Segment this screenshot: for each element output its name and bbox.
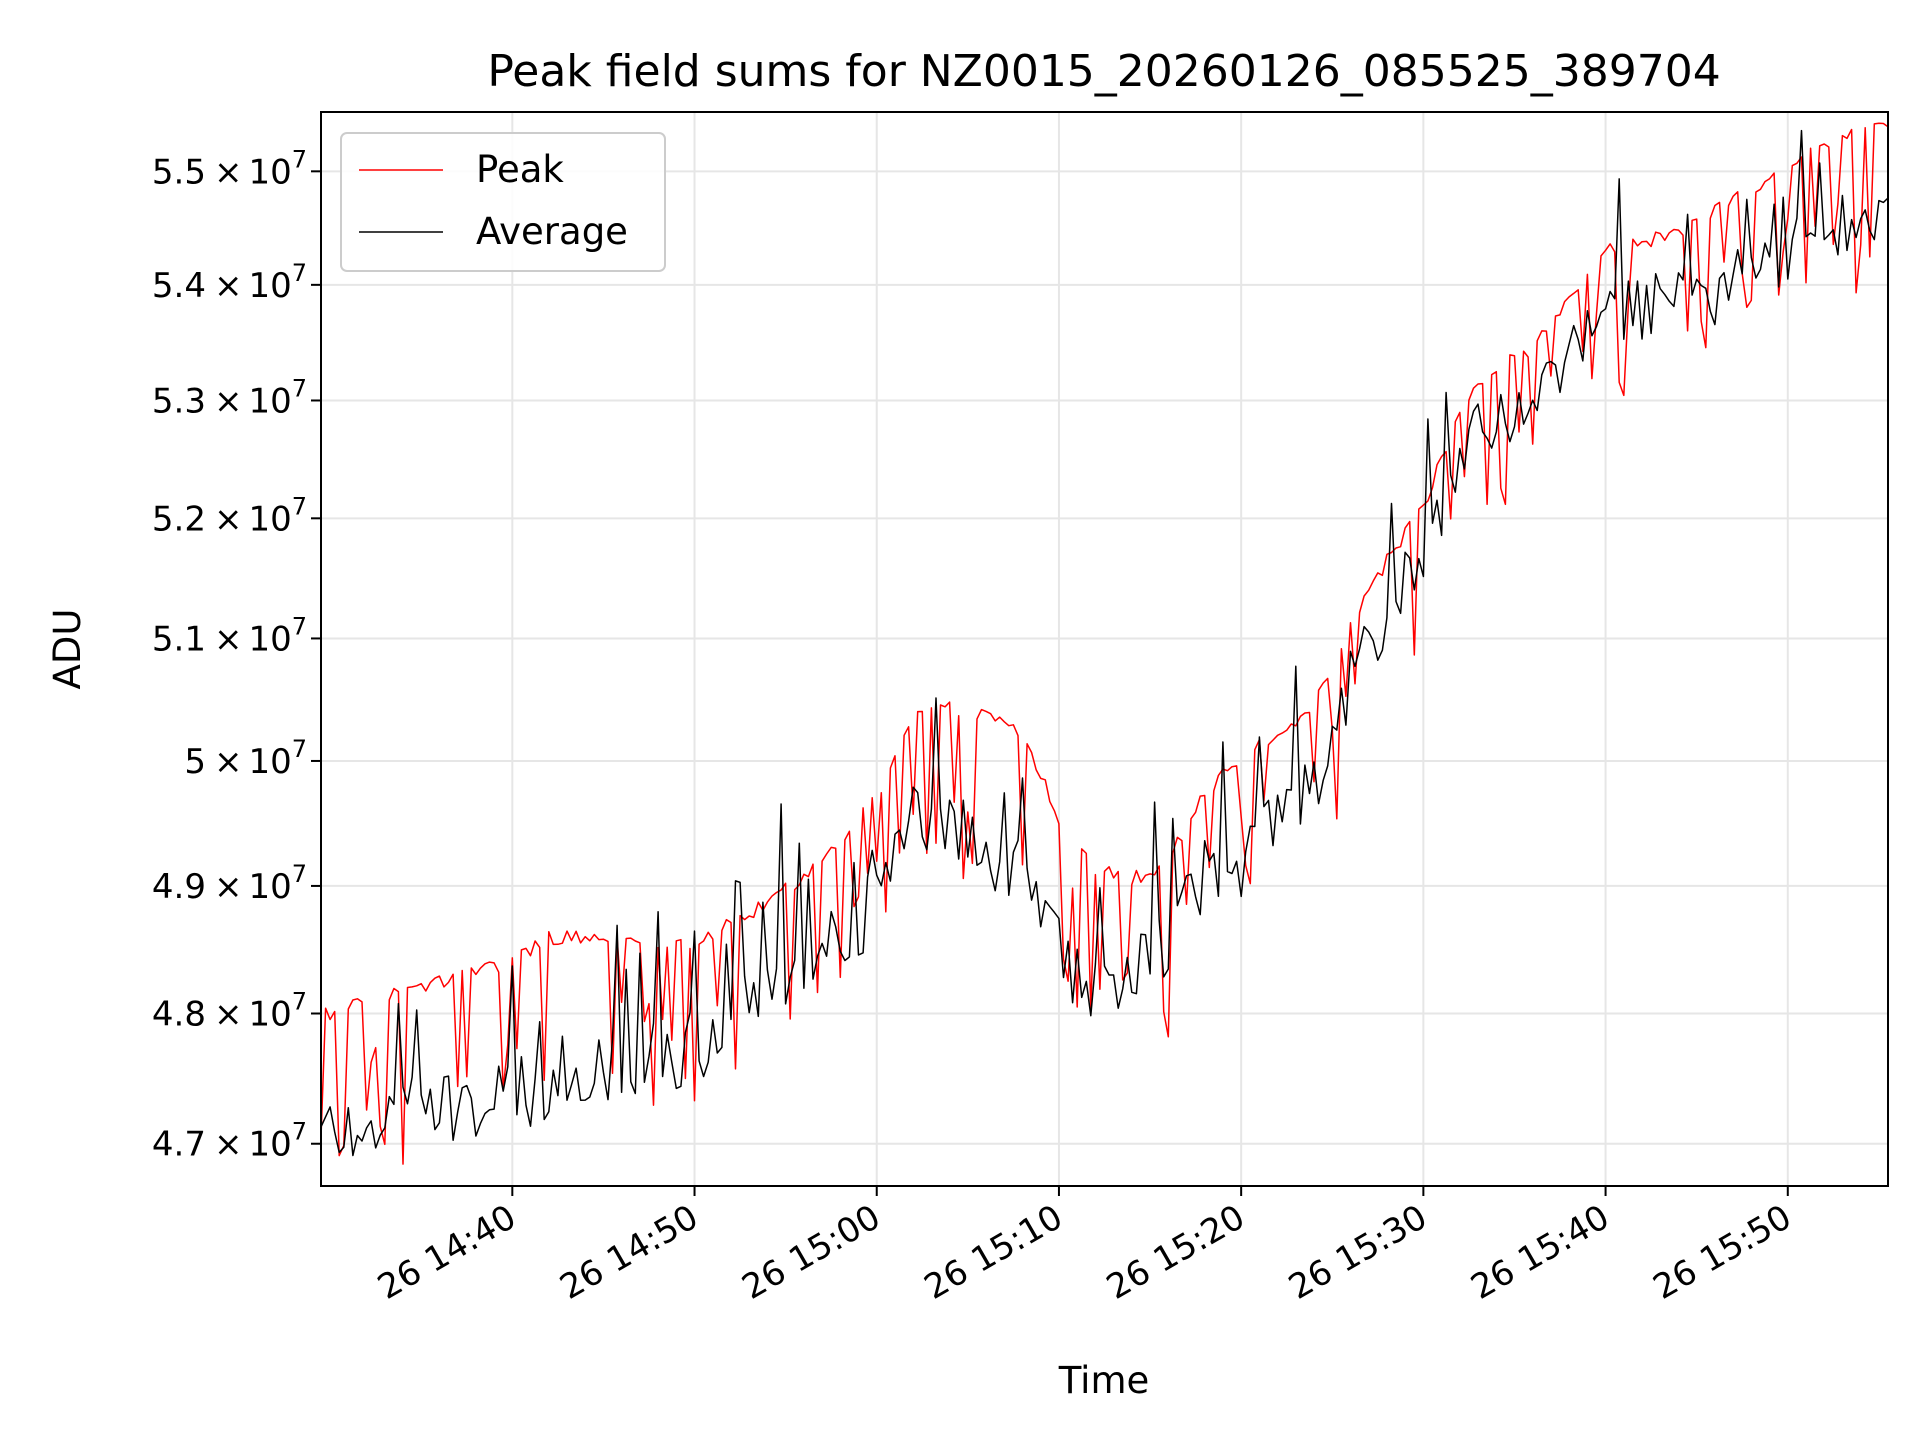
y-tick-base: 10 bbox=[248, 266, 291, 306]
y-tick-base: 10 bbox=[248, 742, 291, 782]
y-tick-mantissa: 5 bbox=[184, 742, 206, 782]
x-axis-label: Time bbox=[1058, 1359, 1150, 1402]
y-tick-exponent: 7 bbox=[292, 612, 307, 640]
y-tick-base: 10 bbox=[248, 619, 291, 659]
y-tick-mantissa: 4.7 bbox=[152, 1125, 206, 1165]
y-tick-exponent: 7 bbox=[292, 492, 307, 520]
y-tick-exponent: 7 bbox=[292, 860, 307, 888]
y-tick-mantissa: 5.3 bbox=[152, 381, 206, 421]
series-lines bbox=[321, 122, 1888, 1165]
y-tick-exponent: 7 bbox=[292, 735, 307, 763]
legend: Peak Average bbox=[340, 132, 666, 272]
y-tick-exponent: 7 bbox=[292, 374, 307, 402]
y-tick-exponent: 7 bbox=[292, 259, 307, 287]
y-tick-base: 10 bbox=[248, 152, 291, 192]
legend-average-label: Average bbox=[476, 210, 628, 253]
y-tick-times: × bbox=[214, 152, 243, 192]
y-tick-label: 5.5 × 107 bbox=[152, 145, 307, 192]
y-tick-times: × bbox=[214, 266, 243, 306]
y-tick-exponent: 7 bbox=[292, 145, 307, 173]
y-tick-label: 5.4 × 107 bbox=[152, 259, 307, 306]
y-tick-mantissa: 5.2 bbox=[152, 499, 206, 539]
plot-frame bbox=[320, 111, 1889, 1187]
y-tick-times: × bbox=[214, 742, 243, 782]
legend-box bbox=[340, 132, 666, 272]
chart-title: Peak field sums for NZ0015_20260126_0855… bbox=[487, 46, 1720, 97]
y-tick-label: 5 × 107 bbox=[184, 735, 307, 782]
y-tick-times: × bbox=[214, 994, 243, 1034]
y-tick-label: 5.2 × 107 bbox=[152, 492, 307, 539]
y-tick-times: × bbox=[214, 867, 243, 907]
y-tick-times: × bbox=[214, 1125, 243, 1165]
y-tick-mantissa: 5.4 bbox=[152, 266, 206, 306]
y-tick-label: 5.3 × 107 bbox=[152, 374, 307, 421]
y-tick-label: 4.7 × 107 bbox=[152, 1118, 307, 1165]
y-tick-times: × bbox=[214, 499, 243, 539]
y-tick-exponent: 7 bbox=[292, 987, 307, 1015]
y-tick-mantissa: 5.5 bbox=[152, 152, 206, 192]
grid-lines bbox=[321, 112, 1888, 1186]
legend-peak-label: Peak bbox=[476, 148, 564, 191]
y-tick-base: 10 bbox=[248, 499, 291, 539]
y-tick-base: 10 bbox=[248, 1125, 291, 1165]
y-tick-mantissa: 4.9 bbox=[152, 867, 206, 907]
y-tick-times: × bbox=[214, 619, 243, 659]
y-axis-label: ADU bbox=[46, 609, 89, 690]
series-line-peak bbox=[321, 122, 1888, 1165]
y-tick-times: × bbox=[214, 381, 243, 421]
series-line-average bbox=[321, 129, 1888, 1157]
y-tick-label: 4.9 × 107 bbox=[152, 860, 307, 907]
y-tick-base: 10 bbox=[248, 381, 291, 421]
y-tick-base: 10 bbox=[248, 867, 291, 907]
y-tick-mantissa: 4.8 bbox=[152, 994, 206, 1034]
y-tick-label: 4.8 × 107 bbox=[152, 987, 307, 1034]
y-tick-exponent: 7 bbox=[292, 1118, 307, 1146]
y-tick-label: 5.1 × 107 bbox=[152, 612, 307, 659]
y-tick-base: 10 bbox=[248, 994, 291, 1034]
y-tick-mantissa: 5.1 bbox=[152, 619, 206, 659]
